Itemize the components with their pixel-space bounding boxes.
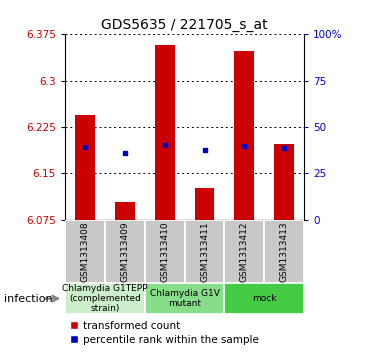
Bar — [185, 220, 224, 283]
Text: mock: mock — [252, 294, 277, 303]
Text: GSM1313412: GSM1313412 — [240, 221, 249, 282]
Text: GSM1313413: GSM1313413 — [280, 221, 289, 282]
Bar — [274, 144, 294, 220]
Title: GDS5635 / 221705_s_at: GDS5635 / 221705_s_at — [101, 18, 268, 32]
Bar — [264, 220, 304, 283]
Bar — [194, 188, 214, 220]
Text: GSM1313411: GSM1313411 — [200, 221, 209, 282]
Bar — [145, 283, 224, 314]
Bar — [234, 51, 255, 220]
Bar — [65, 283, 145, 314]
Bar — [155, 45, 175, 220]
Text: GSM1313409: GSM1313409 — [120, 221, 129, 282]
Bar — [224, 220, 264, 283]
Text: GSM1313410: GSM1313410 — [160, 221, 169, 282]
Bar — [105, 220, 145, 283]
Text: infection: infection — [4, 294, 52, 303]
Text: Chlamydia G1TEPP
(complemented
strain): Chlamydia G1TEPP (complemented strain) — [62, 284, 148, 314]
Bar — [145, 220, 185, 283]
Bar — [75, 115, 95, 220]
Bar — [65, 220, 105, 283]
Legend: transformed count, percentile rank within the sample: transformed count, percentile rank withi… — [70, 321, 259, 344]
Text: Chlamydia G1V
mutant: Chlamydia G1V mutant — [150, 289, 220, 308]
Bar — [224, 283, 304, 314]
Text: GSM1313408: GSM1313408 — [81, 221, 89, 282]
Bar — [115, 202, 135, 220]
